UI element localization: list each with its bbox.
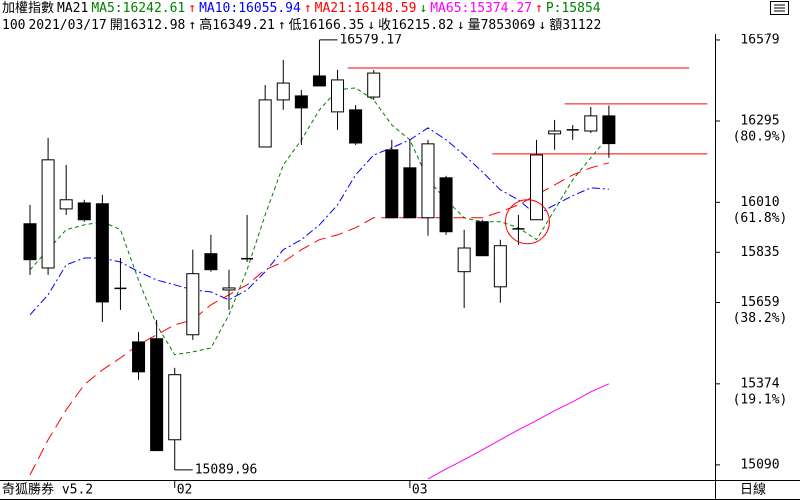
x-tick-label: 02 (177, 483, 193, 498)
candle-body (439, 177, 453, 233)
header-item: MA21:16148.59 (314, 1, 417, 16)
ma-line (427, 383, 610, 480)
candle-body (150, 338, 164, 452)
candle-body (77, 202, 91, 221)
header-item: 收16215.82 (378, 18, 454, 33)
candle-body (530, 154, 544, 221)
y-tick-label: 16010 (740, 195, 779, 210)
header-item: 加權指數 (2, 1, 55, 16)
candle-body (258, 99, 272, 148)
y-tick-label: 15835 (740, 245, 779, 260)
fib-label: (38.2%) (733, 311, 788, 326)
header-item: ↑ (188, 1, 197, 16)
candle-body (457, 247, 471, 273)
candle-body (41, 159, 55, 269)
header-item: MA10:16055.94 (199, 1, 301, 16)
header-item: MA5:16242.61 (91, 1, 186, 16)
candle-body (186, 273, 200, 336)
y-tick-label: 16295 (740, 114, 779, 129)
header-item: 額31122 (549, 18, 602, 33)
candle-body (421, 143, 435, 219)
ma-line (29, 127, 609, 316)
candle-body (23, 223, 37, 261)
candle-body (222, 287, 236, 291)
highlight-circle (504, 199, 550, 245)
header-item: ↓ (456, 18, 465, 33)
header-item: 開16312.98 (109, 18, 186, 33)
header-item: ↓ (538, 18, 547, 33)
header-item: MA65:15374.27 (430, 1, 532, 16)
candle-body (602, 115, 616, 145)
y-tick-label: 15090 (740, 457, 779, 472)
header-item: 100 (2, 18, 26, 33)
candle-body (168, 374, 182, 441)
candle-body (312, 75, 326, 87)
fib-label: (19.1%) (733, 392, 788, 407)
header-item: ↑ (277, 18, 286, 33)
ma-line (29, 87, 610, 356)
footer-right: 日線 (740, 482, 766, 498)
y-tick-label: 15374 (740, 376, 779, 391)
candle-body (548, 130, 562, 135)
candle-body (204, 253, 218, 271)
candle-body (294, 95, 308, 109)
y-tick-label: 15659 (740, 295, 779, 310)
header-line: 100 2021/03/17 開16312.98 ↑ 高16349.21 ↑ 低16166.… (2, 17, 767, 34)
header-item: 2021/03/17 (28, 18, 107, 33)
candle-body (59, 199, 73, 210)
candle-body (385, 149, 399, 219)
candle-body (584, 115, 598, 132)
header-item: MA21 (57, 1, 89, 16)
ma-line (29, 162, 610, 476)
candle-body (276, 82, 290, 101)
fib-label: (80.9%) (733, 130, 788, 145)
fib-label: (61.8%) (733, 211, 788, 226)
x-tick-label: 03 (412, 483, 428, 498)
header-item: ↑ (188, 18, 197, 33)
header-line: 加權指數 MA21 MA5:16242.61 ↑ MA10:16055.94 ↑ MA21:… (2, 0, 767, 17)
candle-body (132, 341, 146, 373)
header-item: ↑ (303, 1, 312, 16)
header-item: ↓ (419, 1, 428, 16)
header-item: P:15854 (545, 1, 601, 16)
candle-body (331, 79, 345, 113)
footer-left: 奇狐勝券 v5.2 (2, 482, 93, 498)
candle-body (475, 221, 489, 257)
header-item: ↑ (534, 1, 543, 16)
extreme-label: 16579.17 (339, 32, 402, 47)
y-tick-label: 16579 (740, 32, 779, 47)
candle-body (367, 72, 381, 98)
candle-body (403, 167, 417, 219)
candle-body (349, 109, 363, 144)
header-item: ↓ (367, 18, 376, 33)
header-item: 高16349.21 (199, 18, 275, 33)
header-item: 量7853069 (467, 18, 536, 33)
candle-body (95, 203, 109, 303)
header-item: 低16166.35 (288, 18, 365, 33)
candle-body (493, 245, 507, 288)
extreme-label: 15089.96 (195, 462, 258, 477)
